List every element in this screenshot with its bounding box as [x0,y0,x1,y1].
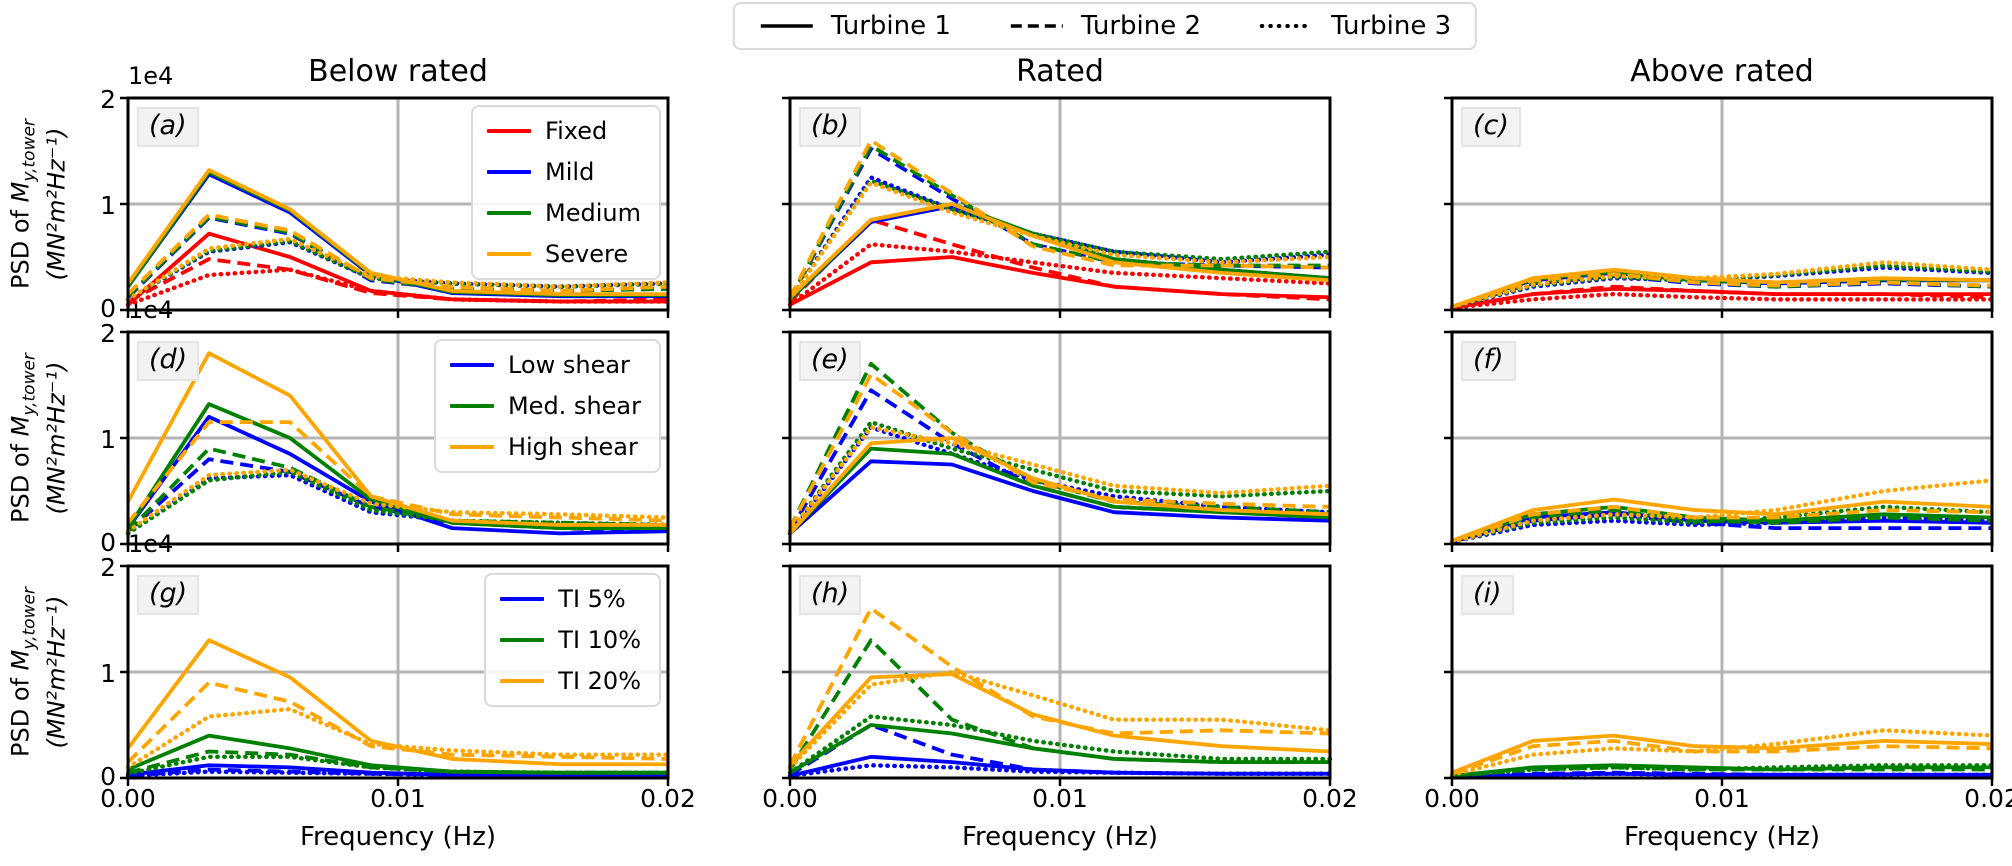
panel-label: (e) [799,341,861,382]
legend-line-med-shear [449,404,494,408]
x-axis-label-col3: Frequency (Hz) [1623,822,1821,852]
y-tick: 1 [100,425,116,454]
line-chart [1444,564,1995,786]
plot-panel-d: (d) Low shear Med. shear High shear [120,330,671,552]
plot-panel-g: (g) TI 5% TI 10% TI 20% [120,564,671,786]
legend-label: Med. shear [507,392,641,420]
legend-line-medium [487,211,532,215]
plot-panel-i: (i) [1444,564,1995,786]
y-tick: 2 [100,553,116,582]
x-tick-labels-col1: 0.00 0.01 0.02 [100,784,696,813]
legend-line-ti20 [500,679,545,683]
legend-entry-turbine-2: Turbine 2 [1009,11,1201,41]
dotted-line-icon [1260,24,1316,28]
line-chart [782,96,1333,318]
y-axis-units: (MN²m²Hz⁻¹) [42,595,71,749]
x-tick: 0.02 [640,784,696,813]
legend-label: TI 10% [558,626,641,654]
x-tick: 0.00 [762,784,818,813]
y-axis-units: (MN²m²Hz⁻¹) [42,127,71,281]
legend-line-fixed [487,129,532,133]
turbine-legend: Turbine 1 Turbine 2 Turbine 3 [732,2,1478,50]
line-chart [782,564,1333,786]
legend-label: Severe [545,240,629,268]
x-tick: 0.00 [100,784,156,813]
y-axis-units: (MN²m²Hz⁻¹) [42,361,71,515]
wave-severity-legend: Fixed Mild Medium Severe [471,105,661,280]
line-chart [1444,330,1995,552]
y-tick: 0 [100,762,116,791]
wind-shear-legend: Low shear Med. shear High shear [433,339,661,473]
line-chart [120,564,671,786]
y-tick-labels-row2: 2 1 0 [84,321,120,555]
y-tick: 1 [100,659,116,688]
line-chart [120,330,671,552]
plot-panel-a: (a) Fixed Mild Medium Severe [120,96,671,318]
y-axis-label-row2: PSD of My,tower (MN²m²Hz⁻¹) [6,353,71,523]
panel-label: (c) [1461,107,1521,148]
legend-label: Turbine 2 [1080,11,1202,41]
panel-label: (b) [799,107,862,148]
column-title-rated: Rated [1016,54,1104,89]
plot-panel-c: (c) [1444,96,1995,318]
legend-label: TI 20% [558,667,641,695]
legend-label: Fixed [545,117,608,145]
plot-panel-h: (h) [782,564,1333,786]
y-tick-labels-row3: 2 1 0 [84,555,120,789]
column-title-above-rated: Above rated [1630,54,1814,89]
y-tick: 0 [100,528,116,557]
y-tick: 1 [100,191,116,220]
x-tick: 0.00 [1424,784,1480,813]
legend-line-low-shear [449,363,494,367]
legend-line-severe [487,252,532,256]
legend-label: TI 5% [558,585,626,613]
legend-line-mild [487,170,532,174]
y-tick: 0 [100,294,116,323]
legend-label: Turbine 1 [830,11,951,41]
legend-label: Low shear [507,351,630,379]
legend-entry-turbine-3: Turbine 3 [1259,11,1451,41]
legend-label: Medium [545,199,641,227]
x-tick: 0.02 [1964,784,2012,813]
turbulence-intensity-legend: TI 5% TI 10% TI 20% [484,573,661,707]
x-axis-label-col2: Frequency (Hz) [961,822,1159,852]
plot-panel-b: (b) [782,96,1333,318]
legend-entry-turbine-1: Turbine 1 [759,11,951,41]
line-chart [1444,96,1995,318]
x-tick-labels-col2: 0.00 0.01 0.02 [762,784,1358,813]
solid-line-icon [760,24,813,28]
panel-label: (d) [137,341,200,382]
plot-panel-f: (f) [1444,330,1995,552]
y-tick-labels-row1: 2 1 0 [84,87,120,321]
legend-label: High shear [507,433,638,461]
legend-line-high-shear [449,445,494,449]
y-tick: 2 [100,319,116,348]
x-tick: 0.01 [370,784,426,813]
x-tick: 0.01 [1032,784,1088,813]
y-offset-label: 1e4 [128,62,174,90]
panel-label: (f) [1461,341,1516,382]
column-title-below-rated: Below rated [308,54,488,89]
panel-label: (a) [137,107,199,148]
x-tick-labels-col3: 0.00 0.01 0.02 [1424,784,2012,813]
x-tick: 0.01 [1694,784,1750,813]
panel-label: (g) [137,575,200,616]
legend-line-ti5 [500,597,545,601]
panel-label: (h) [799,575,862,616]
dashed-line-icon [1010,24,1063,28]
line-chart [782,330,1333,552]
plot-panel-e: (e) [782,330,1333,552]
x-tick: 0.02 [1302,784,1358,813]
y-axis-label-row3: PSD of My,tower (MN²m²Hz⁻¹) [6,587,71,757]
x-axis-label-col1: Frequency (Hz) [299,822,497,852]
y-axis-label-row1: PSD of My,tower (MN²m²Hz⁻¹) [6,119,71,289]
y-tick: 2 [100,85,116,114]
legend-line-ti10 [500,638,545,642]
legend-label: Turbine 3 [1331,11,1452,41]
legend-label: Mild [545,158,595,186]
panel-label: (i) [1461,575,1514,616]
